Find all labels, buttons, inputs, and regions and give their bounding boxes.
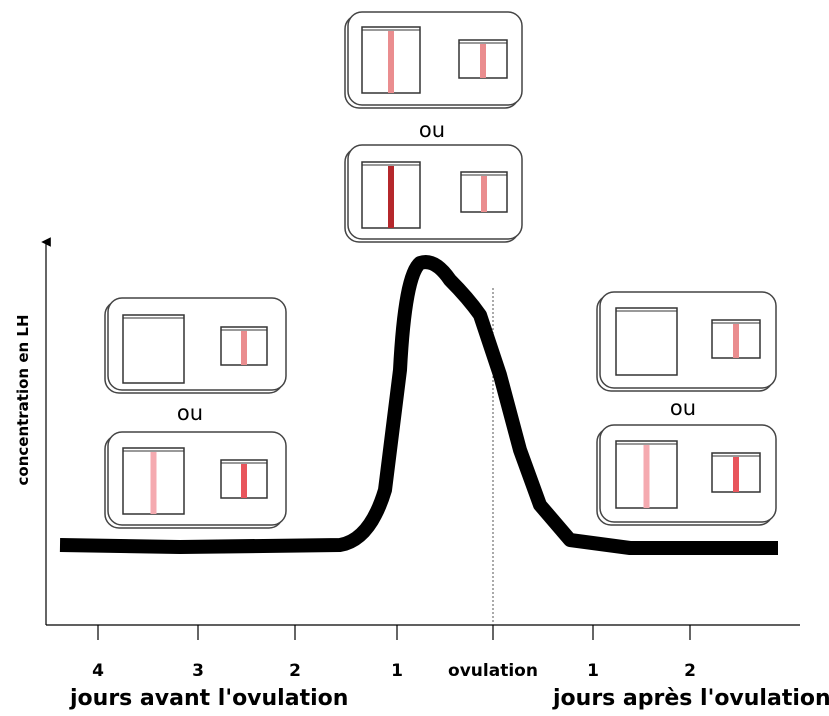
y-axis-label: concentration en LH [14, 314, 32, 485]
test-band [241, 464, 247, 498]
x-tick-label: 2 [289, 661, 301, 681]
x-tick-label: 4 [92, 661, 104, 681]
test-band [643, 445, 650, 508]
x-tick-label: 1 [391, 661, 403, 681]
x-tick-label: 2 [684, 661, 696, 681]
test-window [615, 307, 678, 376]
or-label: ou [419, 118, 445, 142]
test-band [388, 166, 394, 228]
x-tick-label: ovulation [448, 661, 538, 681]
test-window [122, 314, 185, 384]
or-label: ou [177, 401, 203, 425]
test-band [150, 452, 157, 514]
x-tick-label: 3 [192, 661, 204, 681]
test-band [241, 331, 247, 365]
group-label-before: jours avant l'ovulation [69, 686, 348, 711]
group-label-after: jours après l'ovulation [552, 686, 829, 711]
test-band [733, 457, 739, 492]
or-label: ou [670, 396, 696, 420]
test-band [481, 176, 487, 212]
x-tick-label: 1 [587, 661, 599, 681]
test-band [733, 324, 739, 358]
lh-curve [59, 255, 778, 555]
test-band [480, 44, 486, 78]
test-band [388, 31, 394, 93]
